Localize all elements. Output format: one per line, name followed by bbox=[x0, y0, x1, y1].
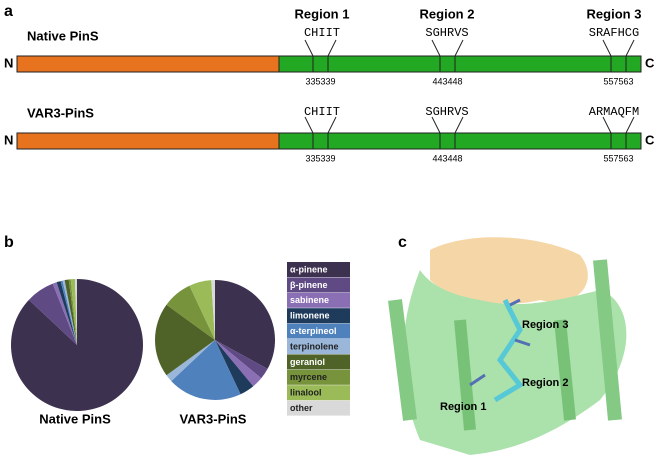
legend-swatch bbox=[287, 262, 350, 277]
pie-slice bbox=[62, 280, 77, 345]
region-annotation: Region 3 bbox=[522, 319, 568, 331]
region-connector bbox=[431, 39, 441, 57]
region-connector bbox=[327, 116, 337, 134]
pie-slice bbox=[68, 279, 77, 345]
sequence: ARMAQFM bbox=[589, 105, 639, 119]
region-title: Region 3 bbox=[587, 6, 642, 21]
sequence: SRAFHCG bbox=[589, 26, 639, 40]
c-domain bbox=[278, 55, 642, 73]
position: 557 bbox=[603, 76, 618, 86]
legend-label: linalool bbox=[290, 388, 322, 398]
region-connector bbox=[602, 39, 612, 57]
region-connector bbox=[454, 39, 464, 57]
legend-label: myrcene bbox=[290, 372, 327, 382]
legend-label: sabinene bbox=[290, 295, 329, 305]
legend-label: α-pinene bbox=[290, 264, 328, 274]
pie-slice bbox=[189, 280, 215, 340]
position: 335 bbox=[305, 76, 320, 86]
c-terminal: C bbox=[645, 132, 655, 147]
n-terminal: N bbox=[4, 132, 13, 147]
sequence: CHIIT bbox=[304, 105, 340, 119]
region-connector bbox=[304, 39, 314, 57]
construct-name: VAR3-PinS bbox=[27, 105, 94, 120]
c-terminal: C bbox=[645, 55, 655, 70]
position: 443 bbox=[432, 153, 447, 163]
position: 563 bbox=[618, 76, 633, 86]
pie-slice bbox=[215, 340, 254, 395]
position: 339 bbox=[320, 153, 335, 163]
pie-slice bbox=[171, 340, 241, 400]
region-connector bbox=[625, 116, 635, 134]
pie-slice bbox=[60, 280, 77, 345]
sequence: SGHRVS bbox=[425, 26, 468, 40]
pie-slice bbox=[215, 340, 268, 379]
legend-label: other bbox=[290, 403, 313, 413]
region-box bbox=[439, 55, 456, 73]
n-domain bbox=[16, 55, 280, 73]
region-connector bbox=[431, 116, 441, 134]
region-connector bbox=[304, 116, 314, 134]
position: 335 bbox=[305, 153, 320, 163]
legend-label: α-terpineol bbox=[290, 326, 337, 336]
legend-label: limonene bbox=[290, 311, 330, 321]
pie-title: Native PinS bbox=[39, 411, 111, 426]
legend-swatch bbox=[287, 339, 350, 354]
position: 443 bbox=[432, 76, 447, 86]
pie-slice bbox=[64, 279, 77, 345]
legend-label: geraniol bbox=[290, 357, 325, 367]
pie-slice bbox=[52, 282, 77, 345]
legend-swatch bbox=[287, 369, 350, 385]
region-connector bbox=[625, 39, 635, 57]
n-domain bbox=[16, 132, 280, 150]
region-box bbox=[312, 132, 329, 150]
pie-slice bbox=[10, 279, 143, 412]
region-connector bbox=[454, 116, 464, 134]
legend-swatch bbox=[287, 323, 350, 339]
pie-slice bbox=[74, 279, 77, 345]
region-box bbox=[610, 55, 627, 73]
sequence: SGHRVS bbox=[425, 105, 468, 119]
pie-slice bbox=[28, 283, 78, 345]
legend-swatch bbox=[287, 385, 350, 401]
region-annotation: Region 2 bbox=[522, 377, 568, 389]
legend-swatch bbox=[287, 292, 350, 308]
c-domain bbox=[278, 132, 642, 150]
region-connector bbox=[327, 39, 337, 57]
region-box bbox=[312, 55, 329, 73]
region-annotation: Region 1 bbox=[440, 401, 486, 413]
pie-slice bbox=[215, 340, 262, 387]
legend-label: β-pinene bbox=[290, 280, 328, 290]
position: 339 bbox=[320, 76, 335, 86]
construct-name: Native PinS bbox=[27, 28, 99, 43]
pie-slice bbox=[215, 280, 275, 369]
position: 563 bbox=[618, 153, 633, 163]
pie-slice bbox=[166, 340, 215, 382]
region-connector bbox=[602, 116, 612, 134]
panel-label: c bbox=[398, 234, 407, 251]
sequence: CHIIT bbox=[304, 26, 340, 40]
region-box bbox=[439, 132, 456, 150]
region-box bbox=[610, 132, 627, 150]
region-title: Region 2 bbox=[420, 6, 475, 21]
pie-slice bbox=[155, 304, 215, 376]
legend-label: terpinolene bbox=[290, 341, 339, 351]
legend-swatch bbox=[287, 277, 350, 293]
panel-label: a bbox=[4, 3, 13, 20]
pie-slice bbox=[211, 280, 215, 340]
position: 448 bbox=[447, 153, 462, 163]
pie-title: VAR3-PinS bbox=[180, 411, 247, 426]
position: 557 bbox=[603, 153, 618, 163]
legend-swatch bbox=[287, 308, 350, 324]
protein-structure bbox=[388, 237, 627, 455]
legend-swatch bbox=[287, 354, 350, 370]
position: 448 bbox=[447, 76, 462, 86]
pie-slice bbox=[166, 285, 215, 340]
n-terminal: N bbox=[4, 55, 13, 70]
legend-swatch bbox=[287, 400, 350, 416]
panel-label: b bbox=[4, 234, 14, 251]
pie-slice bbox=[70, 279, 77, 345]
region-title: Region 1 bbox=[295, 6, 350, 21]
pie-slice bbox=[56, 281, 77, 345]
